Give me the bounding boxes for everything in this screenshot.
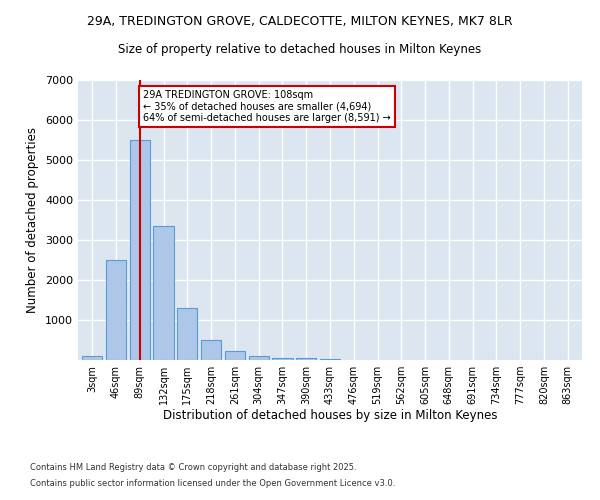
Bar	[201, 340, 221, 360]
Text: Size of property relative to detached houses in Milton Keynes: Size of property relative to detached ho…	[118, 42, 482, 56]
Bar	[272, 358, 293, 360]
Text: Contains HM Land Registry data © Crown copyright and database right 2025.: Contains HM Land Registry data © Crown c…	[30, 464, 356, 472]
Bar	[296, 358, 316, 360]
Text: 29A TREDINGTON GROVE: 108sqm
← 35% of detached houses are smaller (4,694)
64% of: 29A TREDINGTON GROVE: 108sqm ← 35% of de…	[143, 90, 391, 123]
Bar	[225, 351, 245, 360]
Bar	[130, 140, 150, 360]
Bar	[82, 356, 103, 360]
Bar	[154, 226, 173, 360]
Bar	[248, 356, 269, 360]
Bar	[177, 308, 197, 360]
Text: Contains public sector information licensed under the Open Government Licence v3: Contains public sector information licen…	[30, 478, 395, 488]
Text: 29A, TREDINGTON GROVE, CALDECOTTE, MILTON KEYNES, MK7 8LR: 29A, TREDINGTON GROVE, CALDECOTTE, MILTO…	[87, 15, 513, 28]
X-axis label: Distribution of detached houses by size in Milton Keynes: Distribution of detached houses by size …	[163, 408, 497, 422]
Bar	[106, 260, 126, 360]
Bar	[320, 359, 340, 360]
Y-axis label: Number of detached properties: Number of detached properties	[26, 127, 40, 313]
